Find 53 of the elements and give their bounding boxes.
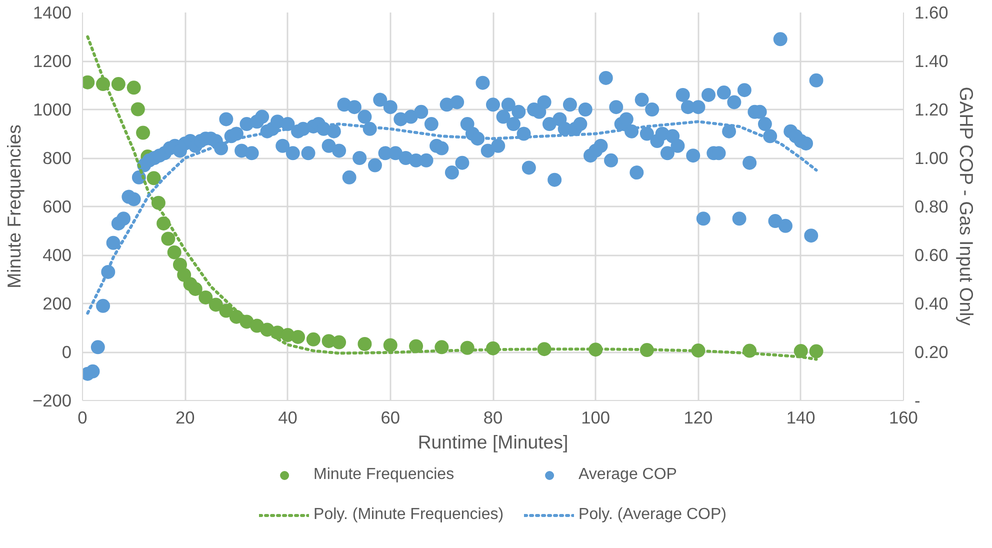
x-tick-label: 60 [380, 408, 400, 428]
y2-tick-label: 0.80 [914, 196, 948, 216]
point [126, 80, 141, 95]
x-tick-label: 120 [684, 408, 713, 428]
y2-tick-label: 1.40 [914, 51, 948, 71]
legend-label: Minute Frequencies [314, 466, 454, 484]
point [198, 290, 213, 304]
point [809, 344, 824, 358]
legend-label: Average COP [578, 466, 677, 484]
point [794, 344, 808, 358]
point [167, 245, 182, 260]
y-tick-label: 800 [42, 148, 72, 168]
legend-label: Poly. (Minute Frequencies) [314, 506, 504, 524]
point [146, 171, 161, 186]
y2-tick-label: 0.60 [914, 245, 948, 265]
x-tick-label: 100 [581, 408, 610, 428]
point [332, 335, 346, 350]
point [136, 126, 150, 140]
point [306, 332, 320, 346]
point [208, 298, 223, 312]
y2-tick-label: 1.20 [914, 100, 948, 120]
legend-label: Poly. (Average COP) [578, 506, 726, 524]
point [188, 282, 202, 296]
point [383, 338, 398, 352]
y-tick-label: 1200 [32, 51, 72, 71]
y2-tick-label: 0.20 [914, 342, 948, 362]
x-tick-label: 140 [786, 408, 816, 428]
x-axis-title: Runtime [Minutes] [418, 432, 568, 452]
y-tick-label: −200 [32, 390, 72, 410]
y-tick-label: 400 [42, 245, 72, 265]
y-tick-label: 1000 [32, 100, 72, 120]
y2-tick-label: 1.60 [914, 2, 948, 22]
x-tick-label: 20 [175, 408, 195, 428]
y-tick-label: 0 [62, 342, 72, 362]
x-tick-label: 160 [889, 408, 918, 428]
point [358, 337, 372, 351]
x-tick-label: 0 [78, 408, 88, 428]
y2-tick-label: 1.00 [914, 148, 948, 168]
point [291, 330, 306, 344]
x-tick-label: 40 [278, 408, 298, 428]
y-axis-title: Minute Frequencies [3, 124, 24, 288]
point [177, 268, 192, 282]
point [111, 77, 126, 92]
y2-axis-title: GAHP COP - Gas Input Only [956, 86, 978, 326]
y2-tick-label: - [914, 390, 920, 410]
y-tick-label: 600 [42, 196, 72, 216]
point [130, 102, 145, 116]
x-tick-label: 80 [483, 408, 503, 428]
y-tick-label: 200 [42, 294, 72, 314]
y2-tick-label: 0.40 [914, 294, 948, 314]
y-tick-label: 1400 [32, 2, 72, 22]
point [161, 232, 176, 246]
point [172, 258, 187, 272]
